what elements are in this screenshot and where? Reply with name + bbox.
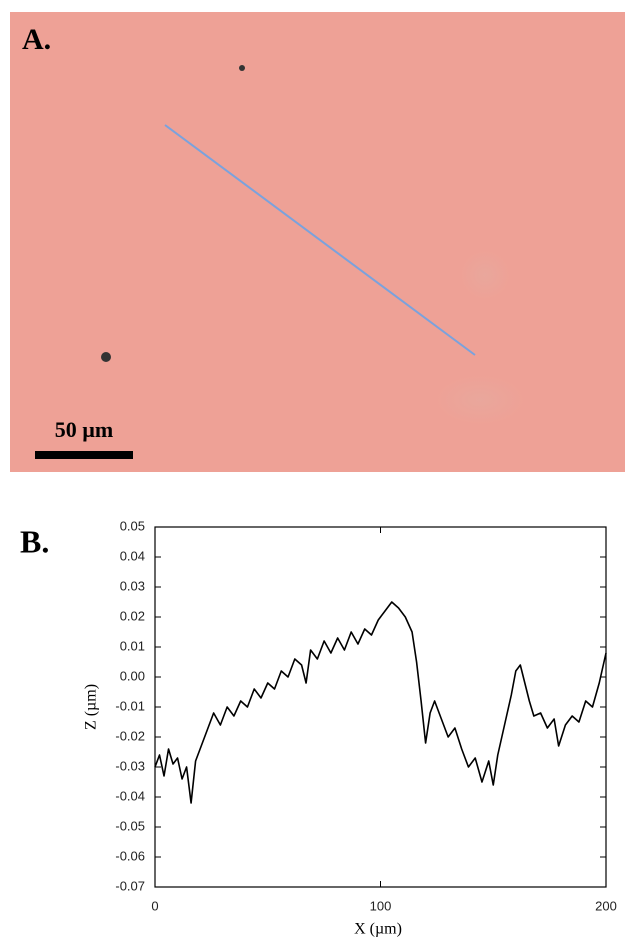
data-line: [154, 601, 607, 804]
y-tick-label: -0.02: [115, 728, 145, 743]
particle: [101, 352, 111, 362]
y-tick-label: 0.04: [120, 548, 145, 563]
image-area: [10, 12, 625, 472]
y-tick-label: -0.06: [115, 848, 145, 863]
profile-line: [164, 124, 476, 356]
surface-feature: [460, 250, 510, 300]
plot: 0.05 0.04 0.03 0.02 0.01 0.00 -0.01 -0.02 -0.03 -…: [115, 518, 616, 913]
x-tick-label: 0: [151, 898, 158, 913]
x-axis-label: X (µm): [354, 921, 402, 938]
y-tick-label: 0.03: [120, 578, 145, 593]
y-tick-label: -0.05: [115, 818, 145, 833]
y-tick-label: 0.00: [120, 668, 145, 683]
scale-bar: [35, 451, 133, 459]
x-tick-label: 200: [595, 898, 617, 913]
particle: [239, 65, 245, 71]
y-axis-label: Z (µm): [83, 684, 100, 730]
panel-label: B.: [20, 523, 49, 559]
panel-label: A.: [22, 23, 51, 56]
y-tick-label: 0.05: [120, 518, 145, 533]
y-tick-label: 0.01: [120, 638, 145, 653]
y-tick-label: -0.01: [115, 698, 145, 713]
surface-feature: [435, 375, 525, 425]
y-tick-label: -0.04: [115, 788, 145, 803]
plot-frame: [154, 526, 607, 888]
scale-bar-label: 50 µm: [55, 417, 114, 442]
micrograph: 50 µm A.: [10, 12, 625, 472]
y-tick-label: 0.02: [120, 608, 145, 623]
y-tick-label: -0.03: [115, 758, 145, 773]
y-tick-label: -0.07: [115, 878, 145, 893]
x-tick-label: 100: [370, 898, 392, 913]
